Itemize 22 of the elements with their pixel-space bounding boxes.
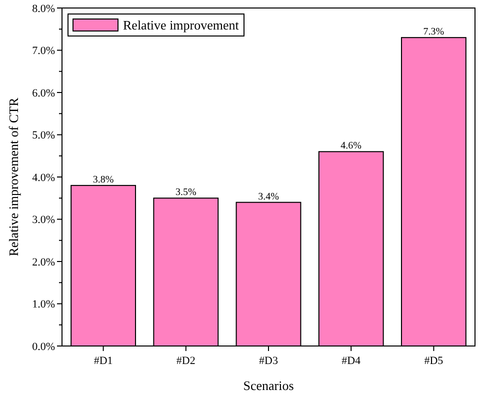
x-tick-label: #D2	[176, 355, 196, 367]
y-tick-label: 0.0%	[32, 340, 55, 353]
y-tick-label: 3.0%	[32, 214, 55, 226]
data-label: 3.5%	[175, 187, 196, 198]
data-label: 3.4%	[258, 191, 279, 202]
y-tick-label: 2.0%	[32, 256, 55, 268]
data-label: 7.3%	[423, 26, 444, 38]
x-tick-label: #D3	[259, 355, 278, 367]
y-tick-label: 1.0%	[32, 298, 55, 311]
y-tick-label: 4.0%	[32, 172, 55, 184]
data-label: 3.8%	[92, 174, 114, 186]
data-label: 4.6%	[340, 140, 362, 152]
y-tick-label: 7.0%	[32, 45, 55, 58]
x-axis-title: Scenarios	[243, 378, 294, 393]
y-tick-label: 6.0%	[32, 87, 55, 100]
y-tick-label: 5.0%	[32, 130, 55, 142]
y-tick-label: 8.0%	[32, 2, 55, 15]
x-tick-label: #D4	[342, 355, 362, 367]
x-tick-label: #D5	[424, 355, 444, 367]
y-axis-title: Relative improvement of CTR	[6, 97, 21, 256]
x-tick-label: #D1	[94, 355, 113, 367]
legend-label: Relative improvement	[123, 18, 240, 33]
